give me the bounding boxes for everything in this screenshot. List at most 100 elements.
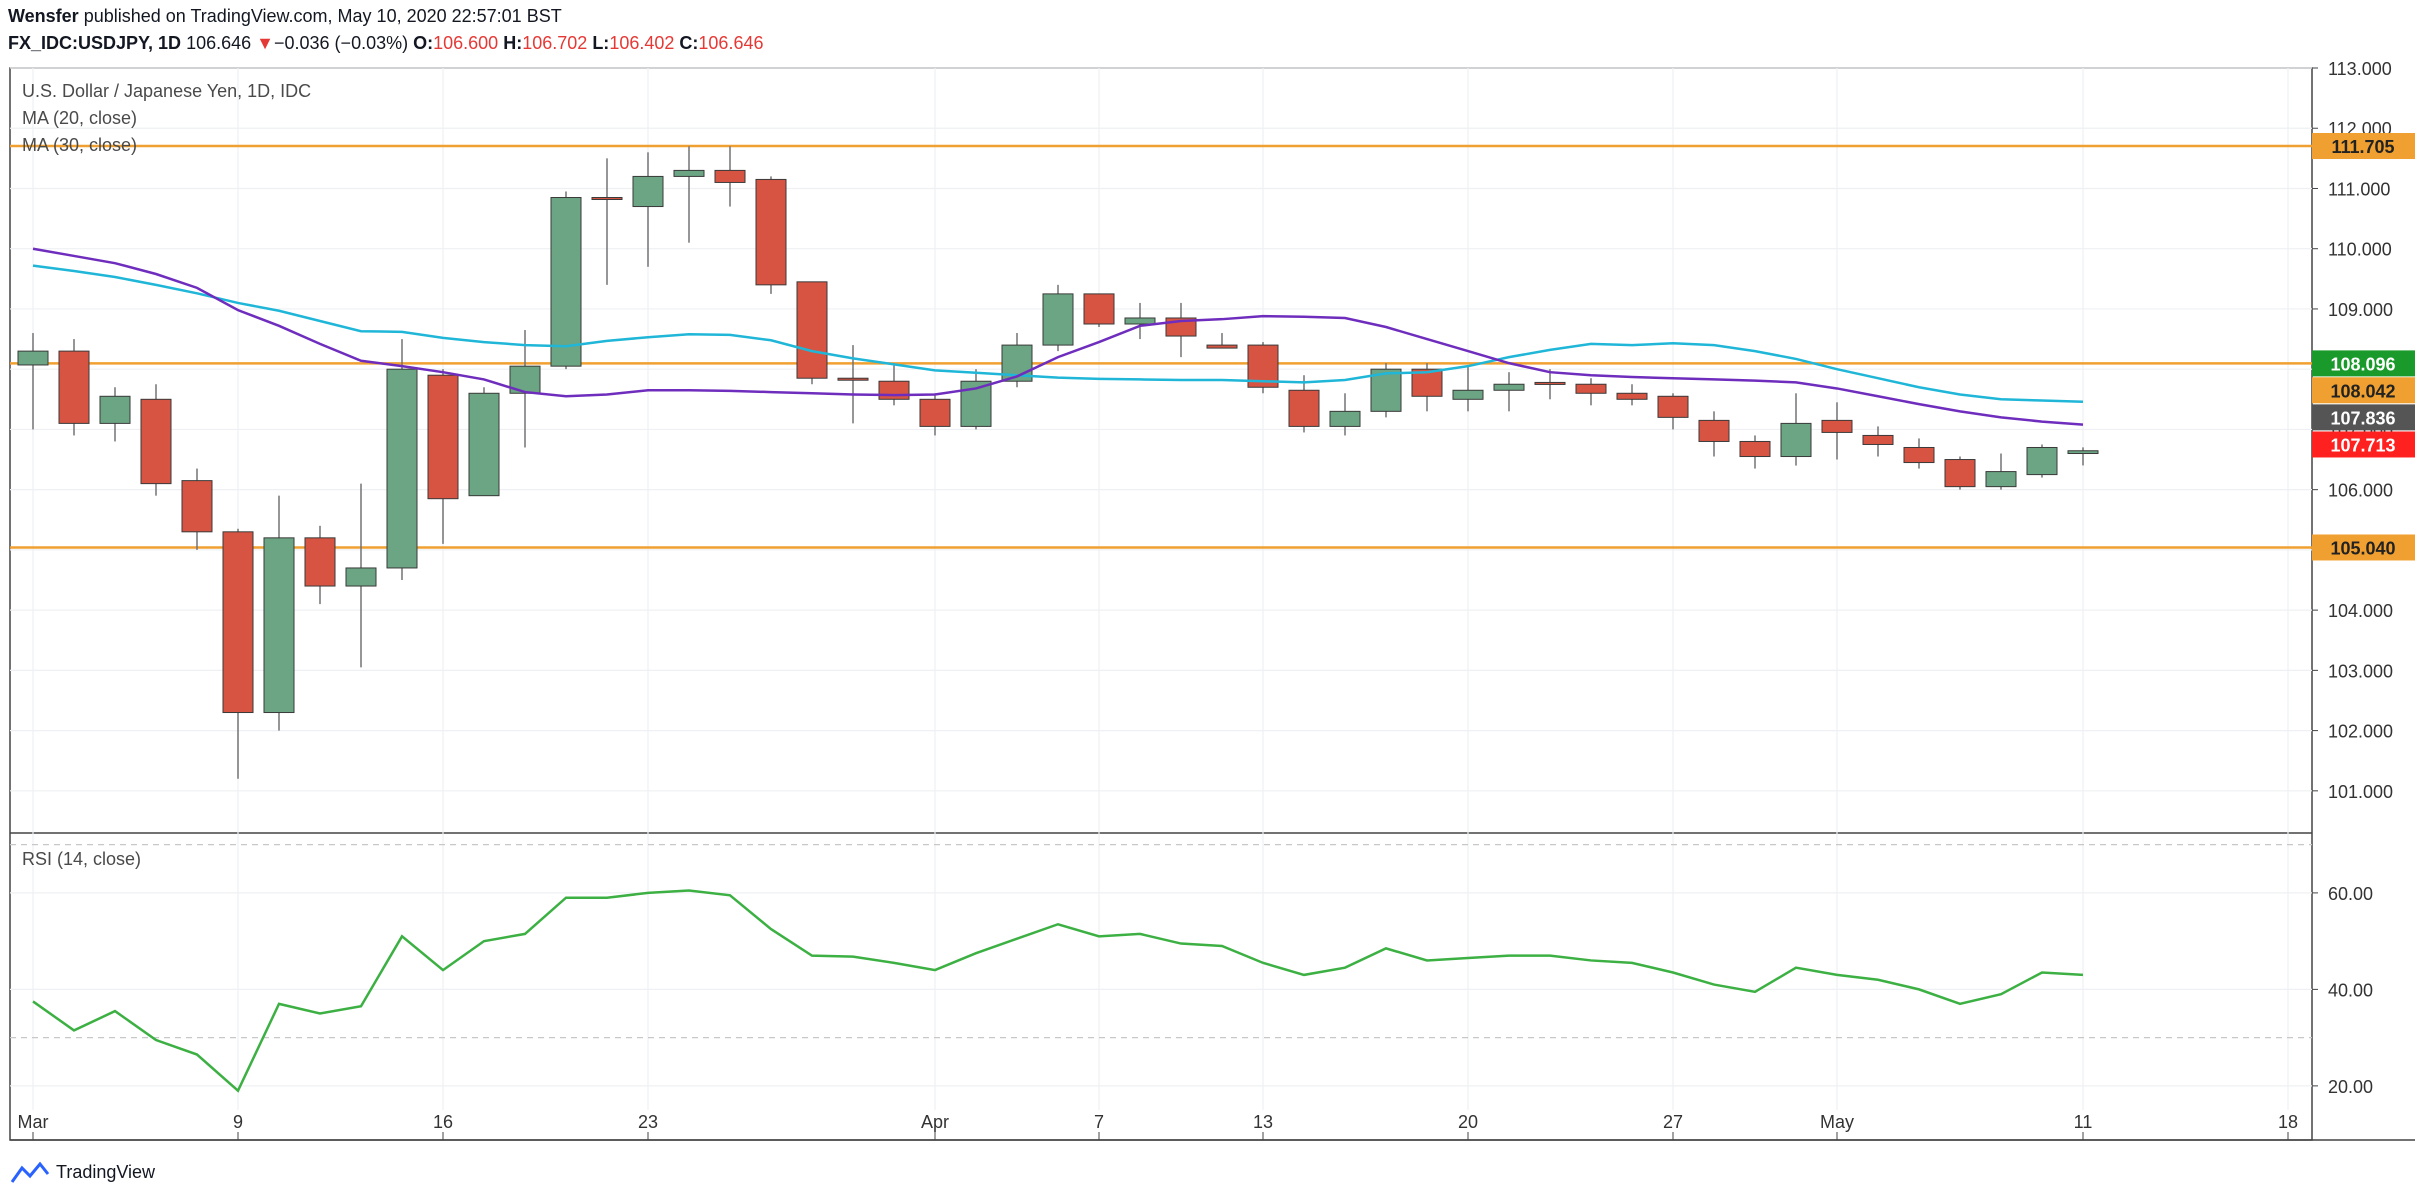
- candle[interactable]: [2026, 444, 2058, 478]
- candle-body: [181, 480, 213, 533]
- candle[interactable]: [1739, 435, 1771, 469]
- candle-body: [222, 531, 254, 714]
- candle-body: [2067, 450, 2099, 455]
- candle[interactable]: [673, 146, 705, 243]
- candle[interactable]: [1165, 302, 1197, 358]
- candle[interactable]: [58, 339, 90, 436]
- candle[interactable]: [1575, 378, 1607, 406]
- candle[interactable]: [2067, 447, 2099, 466]
- price-axis-label: 106.000: [2328, 481, 2393, 501]
- candle[interactable]: [17, 333, 49, 430]
- last-price: 106.646: [186, 33, 252, 53]
- candle[interactable]: [796, 281, 828, 385]
- price-badge: [2312, 350, 2415, 377]
- candle-body: [304, 537, 336, 587]
- candle[interactable]: [1985, 453, 2017, 490]
- price-axis-label: 111.000: [2328, 179, 2390, 199]
- close-label: C:: [679, 33, 699, 53]
- candle[interactable]: [1493, 372, 1525, 412]
- rsi-axis-label: 60.00: [2328, 884, 2373, 904]
- high-label: H:: [503, 33, 523, 53]
- published-text: published on TradingView.com, May 10, 20…: [83, 6, 562, 26]
- candle[interactable]: [1370, 363, 1402, 418]
- candle[interactable]: [140, 384, 172, 496]
- legend-ma20[interactable]: MA (20, close): [22, 108, 138, 128]
- candle[interactable]: [304, 525, 336, 605]
- rsi-axis-label: 40.00: [2328, 980, 2373, 1000]
- candle-body: [2026, 446, 2058, 476]
- time-axis-label: 7: [1094, 1112, 1104, 1132]
- candle-body: [1985, 471, 2017, 488]
- candle[interactable]: [1452, 366, 1484, 412]
- candle[interactable]: [1534, 369, 1566, 400]
- level-badge-label: 111.705: [2331, 137, 2394, 157]
- candle-body: [632, 175, 664, 208]
- candle[interactable]: [1616, 384, 1648, 406]
- publisher-name[interactable]: Wensfer: [8, 6, 79, 26]
- candle-body: [714, 169, 746, 183]
- legend-rsi[interactable]: RSI (14, close): [22, 849, 142, 869]
- time-axis-label: 27: [1663, 1112, 1683, 1132]
- close-value: 106.646: [698, 33, 764, 53]
- price-badge-label: 107.713: [2330, 435, 2395, 455]
- candle[interactable]: [1821, 402, 1853, 460]
- candle[interactable]: [263, 495, 295, 731]
- candle[interactable]: [714, 146, 746, 207]
- price-axis-label: 102.000: [2328, 722, 2393, 742]
- price-badge: [2312, 377, 2415, 404]
- candle-body: [837, 377, 869, 381]
- ma30-line: [32, 264, 2084, 403]
- candle[interactable]: [960, 369, 992, 430]
- candle[interactable]: [919, 393, 951, 436]
- candle-body: [263, 537, 295, 714]
- candle[interactable]: [1944, 456, 1976, 490]
- candle[interactable]: [1329, 393, 1361, 436]
- candle-body: [1780, 422, 1812, 458]
- candle[interactable]: [99, 387, 131, 442]
- candle[interactable]: [755, 176, 787, 294]
- symbol-label[interactable]: FX_IDC:USDJPY, 1D: [8, 33, 182, 53]
- candle[interactable]: [1903, 438, 1935, 469]
- legend-ma30[interactable]: MA (30, close): [22, 135, 138, 155]
- time-axis-label: May: [1820, 1112, 1854, 1132]
- rsi-line: [32, 889, 2084, 1093]
- price-axis-label: 103.000: [2328, 661, 2393, 681]
- candle[interactable]: [1780, 393, 1812, 466]
- price-badge-label: 108.096: [2330, 354, 2395, 374]
- candle[interactable]: [1862, 426, 1894, 457]
- candle[interactable]: [468, 387, 500, 497]
- time-axis-label: Mar: [18, 1112, 49, 1132]
- candle[interactable]: [591, 158, 623, 285]
- candle[interactable]: [427, 369, 459, 544]
- tradingview-logo[interactable]: TradingView: [10, 1160, 155, 1184]
- candle[interactable]: [1042, 284, 1074, 352]
- candle[interactable]: [1083, 293, 1115, 328]
- candle-body: [386, 368, 418, 569]
- candle[interactable]: [345, 483, 377, 668]
- candle[interactable]: [1247, 342, 1279, 394]
- candle-body: [1698, 419, 1730, 442]
- candle-body: [17, 350, 49, 366]
- level-badge: [2312, 534, 2415, 561]
- candle[interactable]: [1206, 333, 1238, 349]
- publish-line: Wensfer published on TradingView.com, Ma…: [8, 6, 562, 27]
- candle[interactable]: [386, 339, 418, 581]
- candle[interactable]: [1657, 393, 1689, 430]
- candle-body: [1042, 293, 1074, 346]
- candle[interactable]: [1124, 302, 1156, 340]
- candle[interactable]: [632, 152, 664, 267]
- candle-body: [427, 374, 459, 500]
- candle-body: [673, 169, 705, 177]
- price-badge: [2312, 431, 2415, 458]
- candle[interactable]: [1288, 375, 1320, 433]
- high-value: 106.702: [522, 33, 588, 53]
- candle-body: [550, 197, 582, 367]
- time-axis-label: Apr: [921, 1112, 949, 1132]
- candle[interactable]: [181, 468, 213, 550]
- price-axis-label: 101.000: [2328, 782, 2393, 802]
- candle[interactable]: [550, 191, 582, 370]
- candle[interactable]: [222, 528, 254, 779]
- candle[interactable]: [1698, 411, 1730, 457]
- time-axis-label: 16: [433, 1112, 453, 1132]
